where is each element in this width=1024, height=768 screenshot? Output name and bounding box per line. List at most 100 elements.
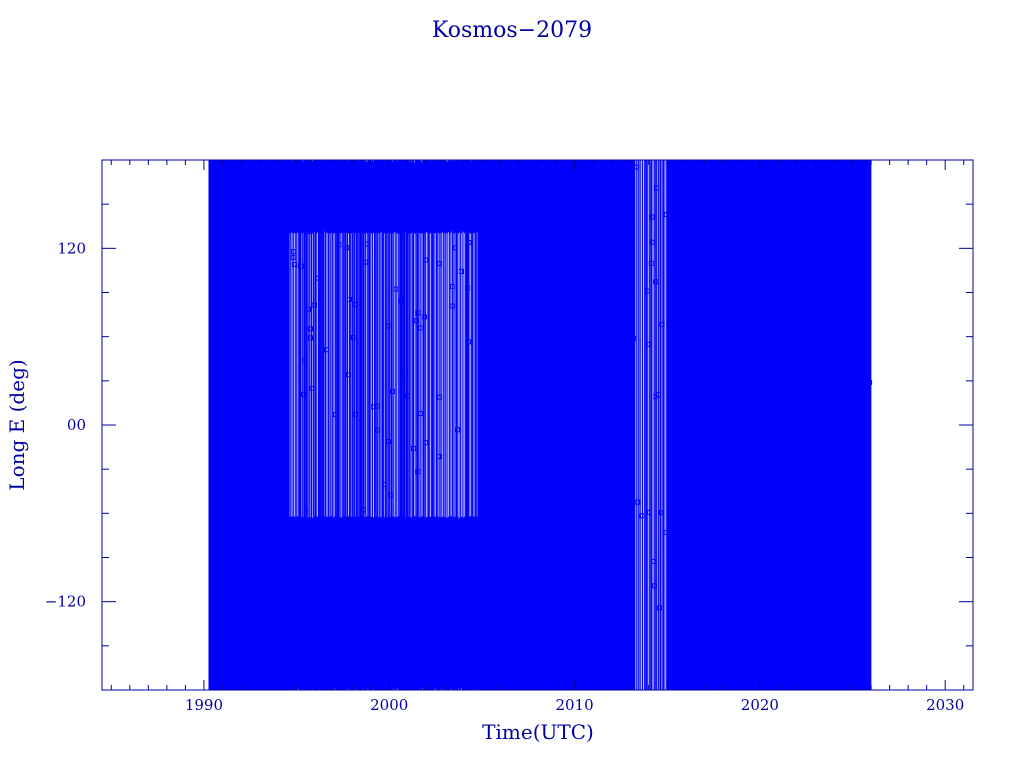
series-marker <box>234 564 240 570</box>
series-marker <box>646 509 652 515</box>
series-marker <box>290 249 296 255</box>
series-marker <box>768 315 774 321</box>
series-marker <box>324 347 329 353</box>
series-marker <box>409 171 415 177</box>
series-marker <box>700 229 706 235</box>
series-marker <box>302 357 308 363</box>
series-marker <box>582 378 588 384</box>
series-marker <box>478 554 484 560</box>
series-marker <box>837 331 843 337</box>
series-marker <box>436 454 442 460</box>
series-marker <box>386 438 391 444</box>
series-marker <box>392 679 398 685</box>
series-marker <box>501 371 507 377</box>
series-marker <box>228 346 234 352</box>
series-marker <box>317 577 323 583</box>
series-marker <box>556 437 562 442</box>
series-marker <box>634 164 640 170</box>
series-marker <box>384 228 390 234</box>
series-marker <box>364 241 370 247</box>
series-marker <box>421 314 427 320</box>
series-marker <box>298 263 304 269</box>
series-marker <box>835 684 841 690</box>
series-marker <box>646 341 652 347</box>
series-marker <box>718 236 724 242</box>
chart-title: Kosmos−2079 <box>432 18 592 43</box>
series-marker <box>439 657 445 663</box>
series-marker <box>628 476 634 482</box>
series-marker <box>831 554 837 560</box>
series-marker <box>494 357 500 363</box>
series-marker <box>458 565 464 571</box>
series-marker <box>452 245 458 251</box>
series-marker <box>722 378 728 384</box>
series-marker <box>361 507 366 513</box>
series-marker <box>350 211 356 217</box>
ticks-layer: 1990 2000 2010 2020 2030 120 00 −120 <box>45 160 973 714</box>
series-marker <box>227 595 233 601</box>
series-marker <box>635 499 641 505</box>
series-marker <box>308 326 314 332</box>
series-marker <box>854 432 860 438</box>
series-marker <box>653 279 659 285</box>
series-marker <box>417 411 423 417</box>
series-marker <box>350 335 356 340</box>
series-marker <box>383 594 389 599</box>
series-marker <box>809 265 815 271</box>
series-marker <box>673 397 679 403</box>
series-marker <box>762 673 768 679</box>
series-marker <box>693 202 699 208</box>
series-marker <box>648 260 654 266</box>
series-marker <box>837 306 843 312</box>
series-marker <box>306 229 312 234</box>
series-marker <box>287 211 293 217</box>
series-marker <box>345 372 351 378</box>
series-marker <box>416 614 422 620</box>
series-marker <box>356 570 362 576</box>
series-marker <box>455 427 461 433</box>
series-marker <box>525 254 531 260</box>
series-marker <box>836 406 842 411</box>
series-marker <box>416 580 422 585</box>
series-marker <box>849 181 855 187</box>
series-marker <box>763 481 769 487</box>
series-marker <box>404 393 410 399</box>
x-tick-label: 2020 <box>741 696 779 714</box>
series-marker <box>311 302 317 308</box>
y-tick-label: −120 <box>45 593 86 611</box>
series-marker <box>458 664 464 669</box>
series-marker <box>256 318 262 324</box>
series-marker <box>860 614 866 620</box>
series-marker <box>659 321 665 327</box>
series-marker <box>624 650 630 656</box>
series-marker <box>735 373 741 379</box>
series-marker <box>617 600 623 606</box>
y-axis-label: Long E (deg) <box>5 359 29 490</box>
series-trace-segment <box>670 160 755 690</box>
series-marker <box>639 513 645 519</box>
series-marker <box>380 166 386 172</box>
series-marker <box>472 193 478 199</box>
series-trace-segment <box>288 160 479 690</box>
series-marker <box>309 385 315 391</box>
series-marker <box>847 323 853 329</box>
series-marker <box>290 254 296 260</box>
series-marker <box>385 539 391 545</box>
series-marker <box>295 623 301 629</box>
series-marker <box>258 633 264 639</box>
series-marker <box>612 660 618 666</box>
series-marker <box>401 527 407 533</box>
series-marker <box>265 185 271 191</box>
series-marker <box>859 682 864 688</box>
series-marker <box>369 563 375 568</box>
series-marker <box>223 569 229 575</box>
series-marker <box>649 214 655 220</box>
series-marker <box>664 530 670 535</box>
series-marker <box>524 292 530 298</box>
series-marker <box>236 455 241 461</box>
series-marker <box>330 520 336 526</box>
x-tick-label: 2010 <box>555 696 593 714</box>
series-marker <box>215 262 221 268</box>
series-marker <box>579 495 585 501</box>
series-marker <box>652 394 658 400</box>
